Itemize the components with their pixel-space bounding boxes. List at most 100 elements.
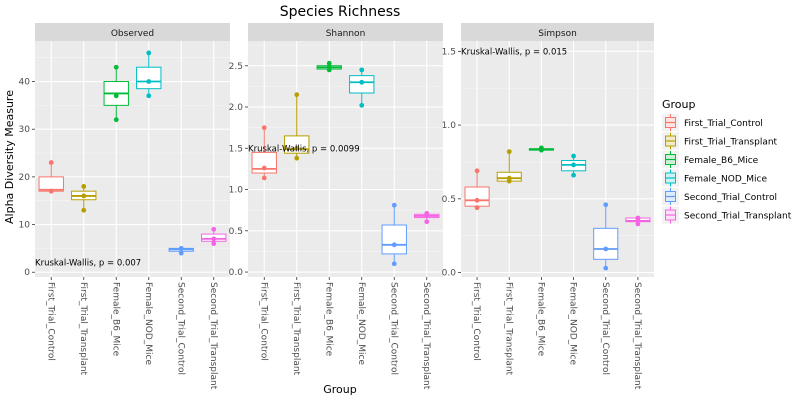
chart-title: Species Richness: [280, 4, 401, 20]
x-tick-label: First_Trial_Control: [471, 282, 481, 361]
y-tick-label: 1.0: [229, 186, 244, 196]
data-point: [539, 145, 544, 151]
x-tick-label: Second_Trial_Control: [388, 282, 398, 375]
box-female-nod-mice: [136, 50, 162, 99]
y-axis-label: Alpha Diversity Measure: [3, 90, 16, 224]
data-point: [146, 50, 152, 56]
x-tick-label: Second_Trial_Transplant: [421, 282, 431, 390]
data-point: [474, 168, 480, 174]
box-second-trial-transplant: [201, 226, 227, 247]
data-point: [294, 155, 300, 161]
data-point: [261, 175, 267, 181]
facet-strip-label: Observed: [111, 29, 154, 39]
y-tick-label: 1.5: [442, 47, 456, 57]
data-point: [261, 165, 267, 171]
data-point: [391, 242, 397, 248]
data-point: [359, 79, 365, 85]
data-point: [603, 265, 609, 271]
x-tick-label: Female_B6_Mice: [110, 282, 120, 357]
box-first-trial-transplant: [284, 92, 310, 161]
data-point: [635, 215, 641, 221]
data-point: [113, 117, 119, 123]
x-tick-label: First_Trial_Transplant: [291, 282, 301, 376]
legend-item-first-trial-transplant: First_Trial_Transplant: [662, 132, 778, 150]
data-point: [146, 93, 152, 99]
facet-strip: [35, 23, 230, 41]
x-tick-label: Female_NOD_Mice: [143, 282, 153, 366]
box-female-nod-mice: [561, 153, 587, 178]
data-point: [81, 193, 87, 199]
box-body: [593, 227, 619, 260]
y-tick-label: 1.5: [229, 144, 243, 154]
box-first-trial-control: [464, 168, 490, 211]
box-second-trial-transplant: [414, 211, 440, 225]
y-tick-label: 0.0: [229, 268, 244, 278]
y-tick-label: 10: [19, 221, 31, 231]
box-second-trial-control: [593, 202, 619, 271]
y-tick-label: 0.0: [442, 269, 457, 279]
box-second-trial-control: [381, 202, 407, 267]
kruskal-wallis-annotation: Kruskal-Wallis, p = 0.015: [461, 47, 567, 57]
box-first-trial-transplant: [71, 184, 97, 213]
legend-item-female-nod-mice: Female_NOD_Mice: [662, 169, 768, 187]
data-point: [178, 245, 184, 251]
plot-area: [35, 41, 230, 277]
facet-panels: Observed 0 10 20 30 40 First_Trial_Control Firs…: [19, 23, 654, 390]
data-point: [359, 102, 365, 108]
y-tick-label: 0.5: [229, 227, 243, 237]
data-point: [48, 188, 54, 194]
plot-area: [461, 41, 654, 277]
box-female-b6-mice: [103, 64, 129, 123]
box-first-trial-control: [251, 125, 277, 181]
facet-strip-label: Simpson: [538, 29, 577, 39]
legend-item-label: Second_Trial_Control: [684, 193, 777, 203]
y-tick-label: 0.5: [442, 195, 456, 205]
data-point: [571, 172, 576, 178]
legend-items: First_Trial_Control First_Trial_Transplan…: [662, 114, 792, 224]
box-second-trial-control: [168, 245, 194, 256]
box-female-nod-mice: [349, 67, 375, 108]
legend-item-label: Female_B6_Mice: [684, 156, 759, 166]
data-point: [635, 221, 641, 227]
x-tick-label: Second_Trial_Transplant: [632, 282, 642, 390]
facet-panel-shannon: Shannon 0.0 0.5 1.0 1.5 2.0 2.5 First_Trial_Con…: [229, 23, 443, 390]
data-point: [506, 175, 512, 181]
data-point: [424, 219, 430, 225]
facet-strip: [461, 23, 654, 41]
data-point: [294, 92, 300, 98]
x-tick-label: Female_NOD_Mice: [568, 282, 578, 366]
data-point: [211, 236, 217, 242]
box-first-trial-transplant: [496, 149, 522, 184]
data-point: [571, 153, 576, 159]
data-point: [261, 125, 267, 131]
box-first-trial-control: [38, 160, 64, 194]
data-point: [178, 250, 184, 256]
kruskal-wallis-annotation: Kruskal-Wallis, p = 0.0099: [248, 144, 360, 154]
y-tick-label: 20: [19, 173, 31, 183]
data-point: [326, 60, 332, 66]
data-point: [81, 184, 87, 189]
facet-panel-simpson: Simpson 0.0 0.5 1.0 1.5 First_Trial_Control Fi…: [442, 23, 654, 390]
data-point: [81, 207, 87, 213]
x-tick-label: Female_B6_Mice: [535, 282, 545, 357]
legend-item-female-b6-mice: Female_B6_Mice: [662, 151, 759, 168]
data-point: [571, 162, 576, 168]
x-axis-label: Group: [323, 383, 357, 396]
data-point: [474, 205, 480, 211]
data-point: [113, 64, 119, 70]
x-tick-label: Second_Trial_Control: [175, 282, 185, 375]
facet-panel-observed: Observed 0 10 20 30 40 First_Trial_Control Firs…: [19, 23, 230, 390]
box-body: [251, 151, 277, 174]
legend-item-label: Female_NOD_Mice: [684, 175, 768, 185]
legend-item-label: First_Trial_Control: [684, 119, 763, 129]
facet-strip-label: Shannon: [326, 29, 366, 39]
y-tick-label: 2.0: [229, 103, 244, 113]
x-tick-label: Female_NOD_Mice: [356, 282, 366, 366]
y-tick-label: 40: [19, 78, 31, 88]
data-point: [391, 202, 397, 208]
x-tick-label: Second_Trial_Transplant: [208, 282, 218, 390]
x-tick-label: Female_B6_Mice: [323, 282, 333, 357]
kruskal-wallis-annotation: Kruskal-Wallis, p = 0.007: [35, 259, 141, 269]
box-body: [464, 186, 490, 207]
x-tick-label: Second_Trial_Control: [600, 282, 610, 375]
